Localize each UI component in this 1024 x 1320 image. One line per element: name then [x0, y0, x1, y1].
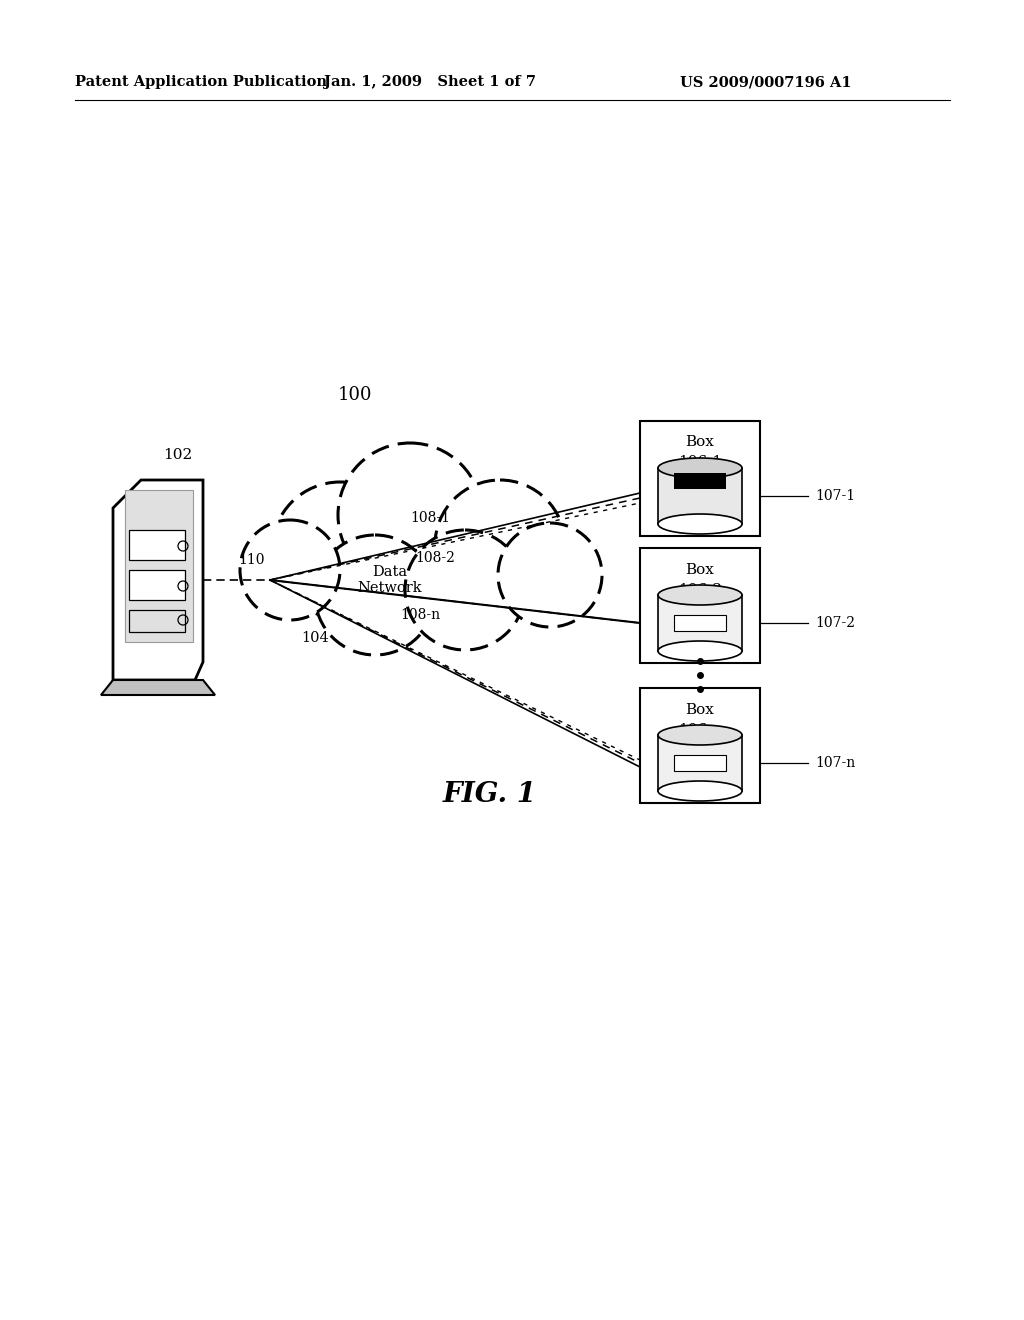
Text: Box: Box — [685, 436, 715, 450]
FancyBboxPatch shape — [129, 531, 185, 560]
Text: 108-2: 108-2 — [415, 550, 455, 565]
FancyBboxPatch shape — [674, 473, 726, 488]
Text: 100: 100 — [338, 385, 373, 404]
Text: 108-1: 108-1 — [410, 511, 450, 525]
Text: 102: 102 — [164, 447, 193, 462]
Circle shape — [435, 480, 565, 610]
FancyBboxPatch shape — [674, 755, 726, 771]
Ellipse shape — [658, 781, 742, 801]
Circle shape — [240, 520, 340, 620]
Circle shape — [272, 482, 408, 618]
Text: 104: 104 — [301, 631, 329, 645]
Text: 106-2: 106-2 — [678, 582, 722, 597]
Circle shape — [315, 535, 435, 655]
Text: Data
Network: Data Network — [357, 565, 422, 595]
Text: 107-n: 107-n — [815, 756, 855, 770]
Ellipse shape — [658, 513, 742, 535]
Circle shape — [498, 523, 602, 627]
Ellipse shape — [658, 725, 742, 744]
Text: FIG. 1: FIG. 1 — [443, 781, 537, 808]
Text: 110: 110 — [239, 553, 265, 568]
Text: 106-n: 106-n — [678, 722, 722, 737]
FancyBboxPatch shape — [658, 469, 742, 524]
Circle shape — [338, 444, 482, 587]
FancyBboxPatch shape — [640, 688, 760, 803]
Text: 106-1: 106-1 — [678, 455, 722, 470]
Ellipse shape — [658, 642, 742, 661]
Ellipse shape — [658, 458, 742, 478]
Text: 107-1: 107-1 — [815, 488, 855, 503]
FancyBboxPatch shape — [658, 735, 742, 791]
Polygon shape — [113, 480, 203, 680]
FancyBboxPatch shape — [129, 570, 185, 601]
Circle shape — [406, 531, 525, 649]
Ellipse shape — [658, 585, 742, 605]
Text: 108-n: 108-n — [400, 609, 440, 622]
FancyBboxPatch shape — [640, 548, 760, 663]
FancyBboxPatch shape — [658, 595, 742, 651]
FancyBboxPatch shape — [640, 421, 760, 536]
Text: Box: Box — [685, 702, 715, 717]
Text: US 2009/0007196 A1: US 2009/0007196 A1 — [680, 75, 852, 88]
Polygon shape — [125, 490, 193, 642]
Text: Jan. 1, 2009   Sheet 1 of 7: Jan. 1, 2009 Sheet 1 of 7 — [324, 75, 536, 88]
Text: 107-2: 107-2 — [815, 616, 855, 630]
FancyBboxPatch shape — [674, 615, 726, 631]
Polygon shape — [101, 680, 215, 696]
Text: Box: Box — [685, 562, 715, 577]
FancyBboxPatch shape — [129, 610, 185, 632]
Text: Patent Application Publication: Patent Application Publication — [75, 75, 327, 88]
